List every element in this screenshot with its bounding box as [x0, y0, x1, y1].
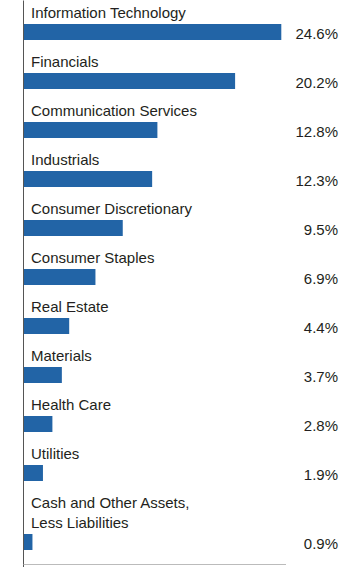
- category-label: Health Care: [31, 396, 111, 413]
- bar: [23, 416, 52, 432]
- data-label: 2.8%: [304, 417, 338, 434]
- bar: [23, 73, 235, 89]
- bar: [23, 465, 43, 481]
- category-label: Utilities: [31, 445, 79, 462]
- data-label: 24.6%: [295, 25, 338, 42]
- category-label: Financials: [31, 53, 99, 70]
- bars: [23, 24, 281, 550]
- x-axis: [24, 564, 287, 565]
- category-label: Cash and Other Assets,Less Liabilities: [31, 494, 189, 531]
- y-axis-line: [23, 1, 24, 567]
- category-label: Consumer Staples: [31, 249, 154, 266]
- data-labels: 24.6% 20.2% 12.8% 12.3% 9.5% 6.9% 4.4% 3.7% 2.8%…: [295, 25, 338, 552]
- category-label: Materials: [31, 347, 92, 364]
- bar: [23, 269, 95, 285]
- data-label: 6.9%: [304, 270, 338, 287]
- bar: [23, 171, 152, 187]
- data-label: 3.7%: [304, 368, 338, 385]
- bar: [23, 220, 123, 236]
- data-label: 9.5%: [304, 221, 338, 238]
- data-label: 0.9%: [304, 535, 338, 552]
- category-label: Real Estate: [31, 298, 109, 315]
- bar: [23, 534, 32, 550]
- x-axis-line: [24, 564, 287, 565]
- y-axis: [23, 1, 24, 567]
- category-label: Consumer Discretionary: [31, 200, 192, 217]
- bar: [23, 24, 281, 40]
- bar: [23, 318, 69, 334]
- category-label: Industrials: [31, 151, 99, 168]
- data-label: 12.8%: [295, 123, 338, 140]
- bar: [23, 122, 157, 138]
- category-label: Communication Services: [31, 102, 197, 119]
- data-label: 1.9%: [304, 466, 338, 483]
- bar: [23, 367, 62, 383]
- category-label: Information Technology: [31, 4, 186, 21]
- data-label: 4.4%: [304, 319, 338, 336]
- data-label: 20.2%: [295, 74, 338, 91]
- chart: Information Technology Financials Communic…: [0, 0, 360, 567]
- data-label: 12.3%: [295, 172, 338, 189]
